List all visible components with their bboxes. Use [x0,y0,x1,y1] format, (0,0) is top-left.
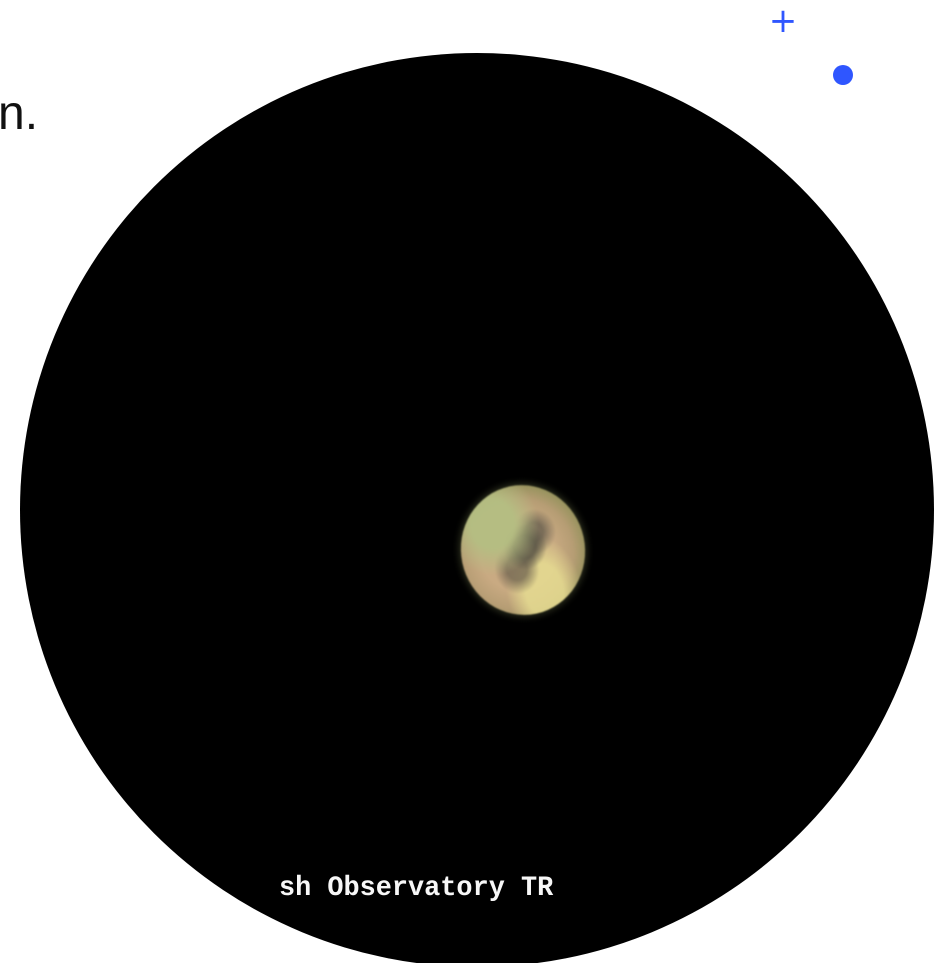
cut-off-caption: n. [0,87,39,140]
mars-planet [448,473,598,627]
telescope-eyepiece-view [20,53,934,963]
dot-icon[interactable] [833,65,853,85]
observatory-credit: sh Observatory TR [279,873,554,904]
plus-icon[interactable]: + [768,1,798,41]
